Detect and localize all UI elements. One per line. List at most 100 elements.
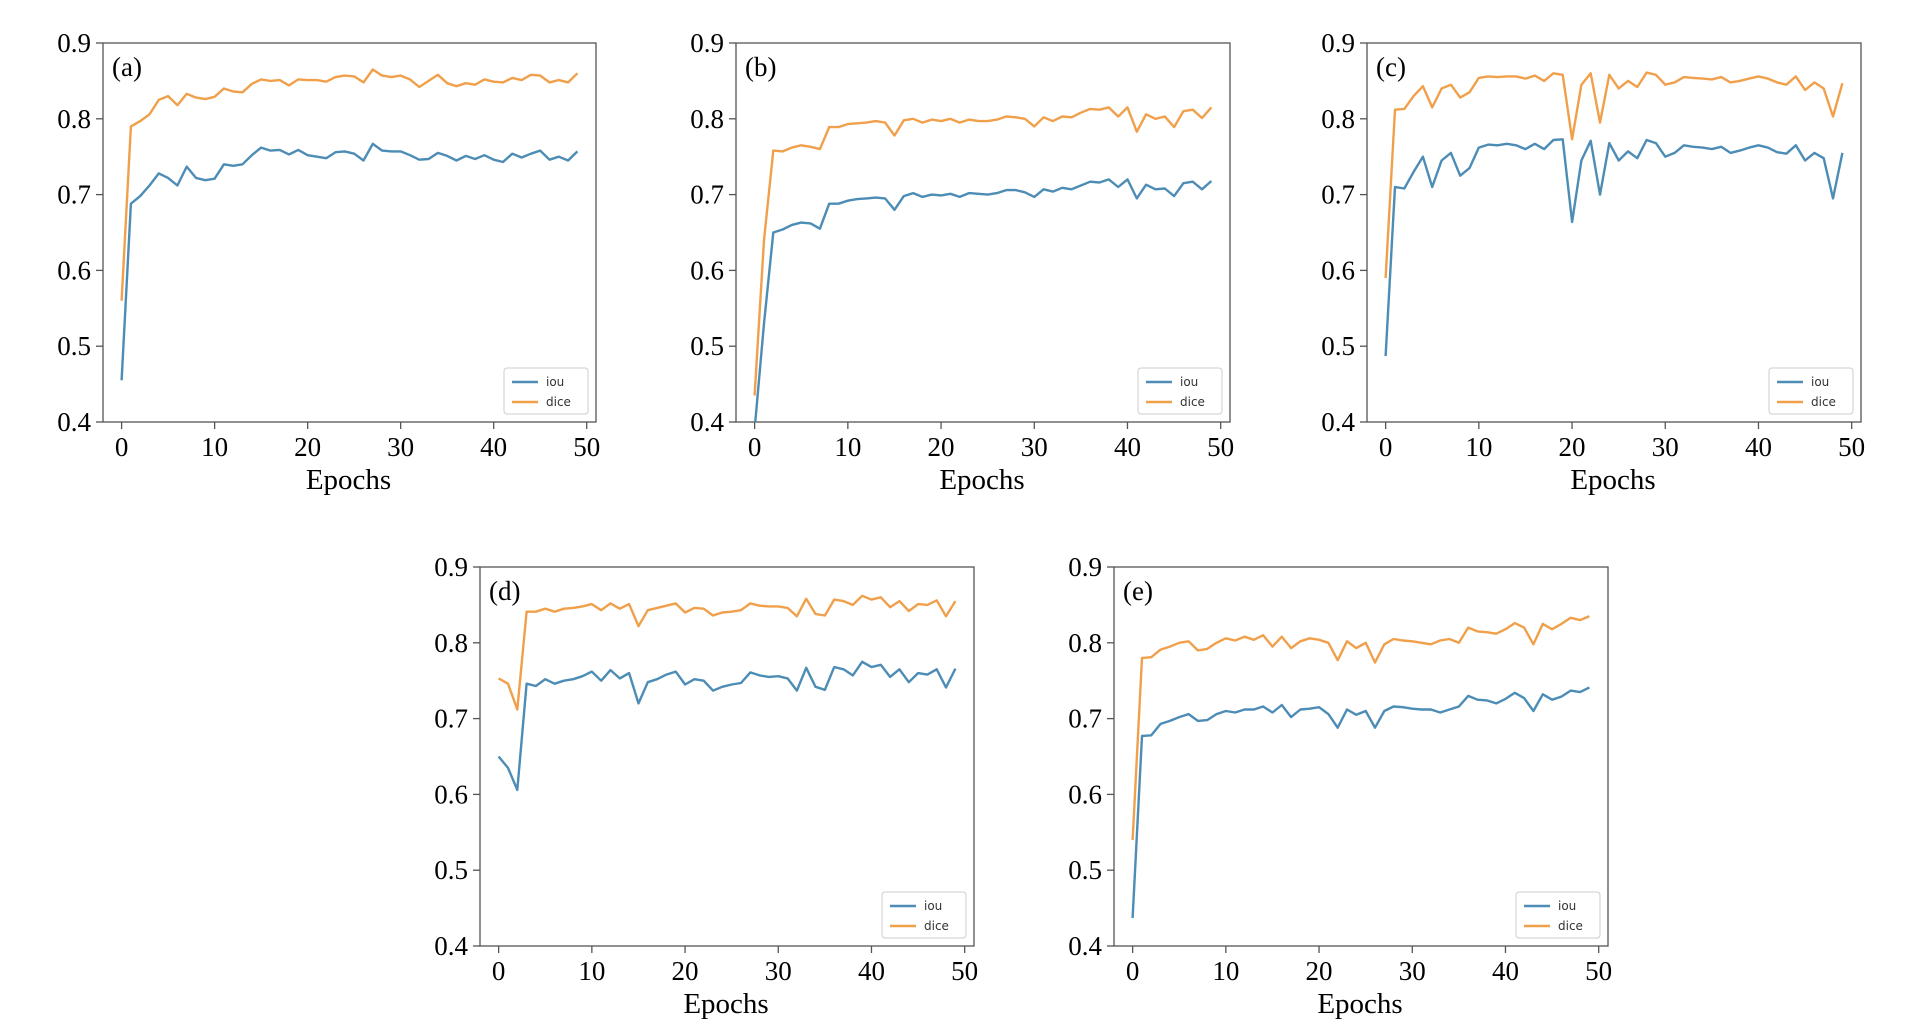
panel-a-xtick-label: 0 xyxy=(115,432,129,462)
panel-e-legend: iou dice xyxy=(1515,891,1601,939)
panel-d-xtick-label: 30 xyxy=(765,956,792,986)
panel-e-ytick-label: 0.5 xyxy=(1068,855,1102,885)
panel-e-ytick-label: 0.8 xyxy=(1068,628,1102,658)
panel-e-xtick-label: 10 xyxy=(1212,956,1239,986)
panel-a-legend: iou dice xyxy=(503,367,589,415)
panel-c-label: (c) xyxy=(1376,52,1406,82)
panel-b-ytick-label: 0.9 xyxy=(690,28,724,58)
panel-b-xtick-label: 30 xyxy=(1021,432,1048,462)
panel-b-xtick-label: 10 xyxy=(834,432,861,462)
panel-b-legend: iou dice xyxy=(1137,367,1223,415)
panel-b-series-dice-line xyxy=(753,106,1213,396)
panel-e-ytick-label: 0.6 xyxy=(1068,779,1102,809)
panel-d-ytick-label: 0.7 xyxy=(434,704,468,734)
panel-a-plot-area xyxy=(102,42,597,423)
panel-d: 0.4 0.5 0.6 0.7 0.8 0.9 0 10 20 30 40 50 Epochs (d) io… xyxy=(434,552,978,1020)
panel-c-legend: iou dice xyxy=(1768,367,1854,415)
panel-c-ytick-label: 0.5 xyxy=(1321,331,1355,361)
panel-c-legend-label-dice: dice xyxy=(1811,395,1836,409)
panel-b-xtick-label: 50 xyxy=(1207,432,1234,462)
panel-b-xtick-label: 0 xyxy=(748,432,762,462)
panel-a-ytick-label: 0.8 xyxy=(57,104,91,134)
panel-b-legend-label-iou: iou xyxy=(1180,375,1198,389)
panel-e-ytick-label: 0.7 xyxy=(1068,704,1102,734)
panel-c-xtick-label: 40 xyxy=(1745,432,1772,462)
panel-a-ytick-label: 0.6 xyxy=(57,255,91,285)
panel-e-xtick-label: 50 xyxy=(1585,956,1612,986)
panel-c-xtick-label: 50 xyxy=(1838,432,1865,462)
panel-b-label: (b) xyxy=(745,52,776,82)
panel-e-xtick-label: 40 xyxy=(1492,956,1519,986)
panel-d-x-axis-label: Epochs xyxy=(683,988,768,1020)
panel-c: 0.4 0.5 0.6 0.7 0.8 0.9 0 10 20 30 40 50 Epochs (c) io… xyxy=(1321,28,1865,496)
panel-c-ytick-label: 0.9 xyxy=(1321,28,1355,58)
panel-d-xtick-label: 50 xyxy=(951,956,978,986)
panel-d-ytick-label: 0.4 xyxy=(434,931,468,961)
panel-d-series-iou-line xyxy=(497,660,957,792)
panel-a-xtick-label: 10 xyxy=(201,432,228,462)
panel-e-legend-label-dice: dice xyxy=(1558,919,1583,933)
panel-a-ytick-label: 0.4 xyxy=(57,407,91,437)
panel-e-ytick-label: 0.4 xyxy=(1068,931,1102,961)
panel-e-ytick-label: 0.9 xyxy=(1068,552,1102,582)
panel-c-ytick-label: 0.8 xyxy=(1321,104,1355,134)
panel-b-ytick-label: 0.7 xyxy=(690,180,724,210)
panel-c-xtick-label: 10 xyxy=(1465,432,1492,462)
panel-a-series-dice-line xyxy=(120,68,579,301)
panel-d-series-dice-line xyxy=(498,594,957,711)
panel-d-plot-area xyxy=(479,566,975,947)
panel-e-x-axis-label: Epochs xyxy=(1317,988,1402,1020)
panel-b-ytick-label: 0.5 xyxy=(690,331,724,361)
panel-a-ytick-label: 0.9 xyxy=(57,28,91,58)
panel-e-label: (e) xyxy=(1123,576,1153,606)
panel-b-ytick-label: 0.6 xyxy=(690,255,724,285)
panel-c-ytick-label: 0.6 xyxy=(1321,255,1355,285)
panel-c-plot-area xyxy=(1366,42,1862,423)
panel-e-series-dice-line xyxy=(1131,615,1590,840)
panel-e: 0.4 0.5 0.6 0.7 0.8 0.9 0 10 20 30 40 50 Epochs (e) io… xyxy=(1068,552,1612,1020)
panel-d-ytick-label: 0.8 xyxy=(434,628,468,658)
panel-d-legend-label-iou: iou xyxy=(924,899,942,913)
panel-d-ytick-label: 0.9 xyxy=(434,552,468,582)
panel-c-series-iou-line xyxy=(1384,138,1844,357)
panel-b-xtick-label: 20 xyxy=(928,432,955,462)
panel-a-label: (a) xyxy=(112,52,142,82)
panel-a-series-iou-line xyxy=(120,142,579,381)
panel-e-plot-area xyxy=(1113,566,1609,947)
panel-a: 0.4 0.5 0.6 0.7 0.8 0.9 0 10 20 30 40 50 Epochs (a) io… xyxy=(57,28,600,496)
panel-c-ytick-label: 0.7 xyxy=(1321,180,1355,210)
panel-c-xtick-label: 30 xyxy=(1652,432,1679,462)
panel-e-xtick-label: 30 xyxy=(1399,956,1426,986)
panel-a-legend-label-dice: dice xyxy=(546,395,571,409)
panel-a-xtick-label: 20 xyxy=(294,432,321,462)
panel-b-ytick-label: 0.4 xyxy=(690,407,724,437)
panel-d-legend: iou dice xyxy=(881,891,967,939)
panel-d-label: (d) xyxy=(489,576,520,606)
panel-b-ytick-label: 0.8 xyxy=(690,104,724,134)
panel-d-xtick-label: 10 xyxy=(578,956,605,986)
panel-c-legend-label-iou: iou xyxy=(1811,375,1829,389)
panel-b: 0.4 0.5 0.6 0.7 0.8 0.9 0 10 20 30 40 50 Epochs (b) io… xyxy=(690,28,1234,496)
panel-a-legend-label-iou: iou xyxy=(546,375,564,389)
panel-a-xtick-label: 40 xyxy=(480,432,507,462)
panel-d-legend-label-dice: dice xyxy=(924,919,949,933)
panel-b-xtick-label: 40 xyxy=(1114,432,1141,462)
panel-a-xtick-label: 50 xyxy=(573,432,600,462)
panel-a-xtick-label: 30 xyxy=(387,432,414,462)
panel-c-xtick-label: 0 xyxy=(1379,432,1393,462)
panel-a-ytick-label: 0.7 xyxy=(57,180,91,210)
panel-b-legend-label-dice: dice xyxy=(1180,395,1205,409)
panel-c-series-dice-line xyxy=(1384,71,1844,279)
panel-e-xtick-label: 0 xyxy=(1126,956,1140,986)
panel-b-plot-area xyxy=(735,42,1231,423)
panel-a-x-axis-label: Epochs xyxy=(306,464,391,496)
panel-d-ytick-label: 0.5 xyxy=(434,855,468,885)
panel-e-xtick-label: 20 xyxy=(1306,956,1333,986)
panel-e-legend-label-iou: iou xyxy=(1558,899,1576,913)
panel-c-ytick-label: 0.4 xyxy=(1321,407,1355,437)
panel-b-x-axis-label: Epochs xyxy=(939,464,1024,496)
panel-a-ytick-label: 0.5 xyxy=(57,331,91,361)
panel-c-x-axis-label: Epochs xyxy=(1570,464,1655,496)
panel-d-xtick-label: 20 xyxy=(672,956,699,986)
